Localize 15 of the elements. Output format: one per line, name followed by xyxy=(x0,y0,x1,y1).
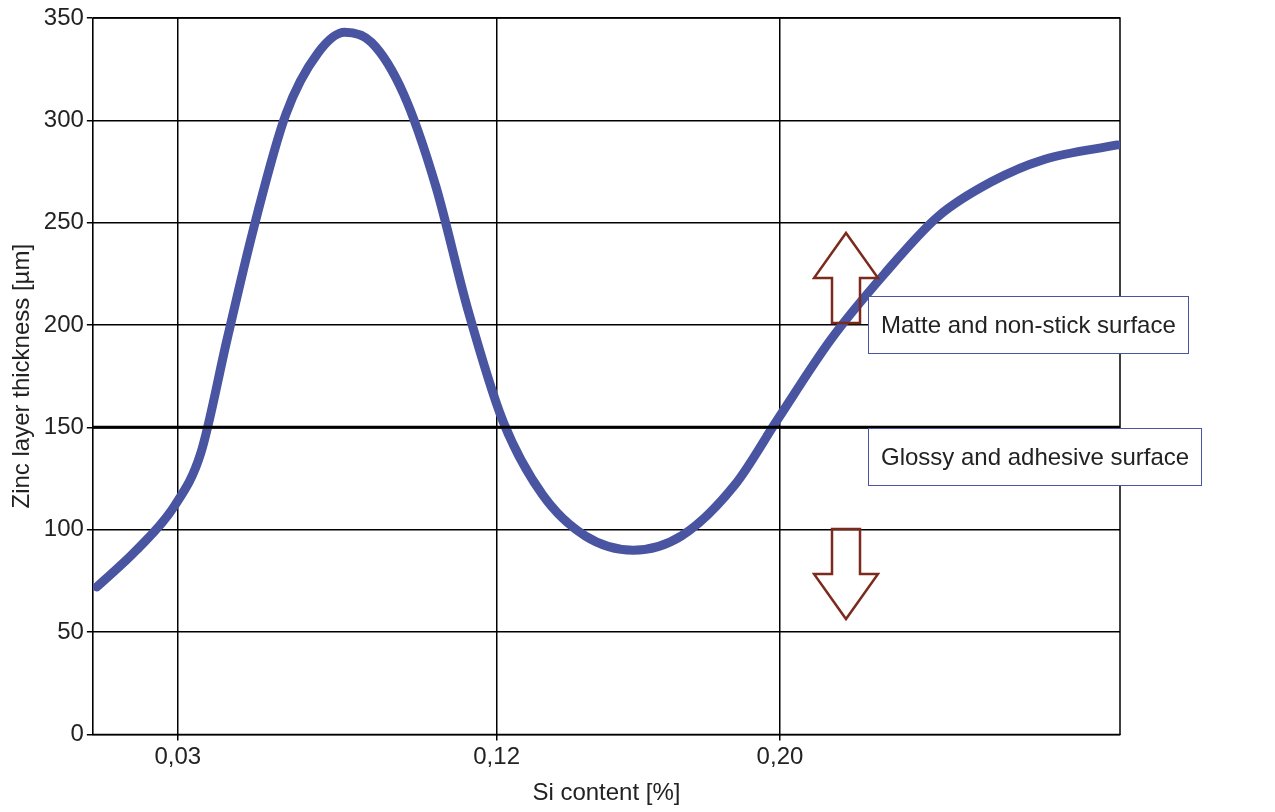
y-tick-label: 350 xyxy=(43,2,84,30)
y-tick-label: 0 xyxy=(70,719,84,747)
x-tick-label: 0,20 xyxy=(756,742,804,770)
y-tick-label: 300 xyxy=(43,104,84,132)
y-tick-label: 100 xyxy=(43,514,84,542)
x-tick-label: 0,03 xyxy=(154,742,202,770)
y-tick-label: 50 xyxy=(57,616,84,644)
x-axis-title: Si content [%] xyxy=(532,778,681,806)
y-tick-label: 200 xyxy=(43,309,84,337)
x-tick-label: 0,12 xyxy=(473,742,520,770)
y-tick-label: 150 xyxy=(43,412,84,439)
annotation: Matte and non-stick surface xyxy=(868,296,1189,355)
y-axis-title: Zinc layer thickness [µm] xyxy=(7,243,35,509)
y-tick-label: 250 xyxy=(43,207,84,235)
annotation: Glossy and adhesive surface xyxy=(868,428,1203,487)
